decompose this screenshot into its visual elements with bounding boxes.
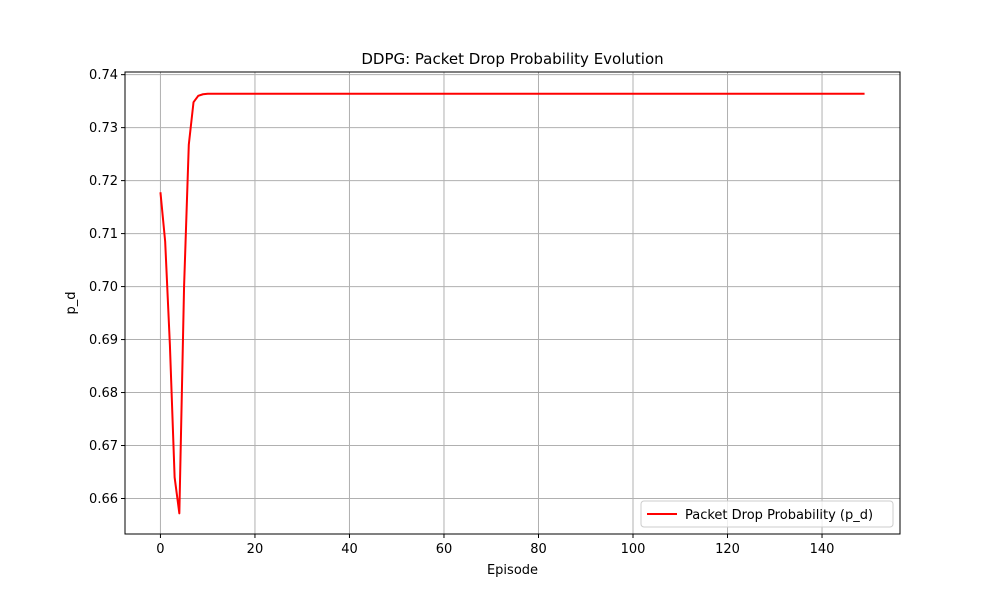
y-tick-label: 0.71 <box>89 227 118 242</box>
y-tick-label: 0.70 <box>89 280 118 295</box>
y-tick-label: 0.73 <box>89 121 118 136</box>
x-axis-label: Episode <box>487 563 538 578</box>
legend-label: Packet Drop Probability (p_d) <box>685 508 873 523</box>
x-tick-label: 120 <box>715 542 740 557</box>
x-tick-label: 40 <box>341 542 358 557</box>
legend-box <box>640 500 894 528</box>
y-axis: 0.66 0.67 0.68 0.69 0.70 0.71 0.72 0.73 0.74 <box>89 68 125 507</box>
y-tick-label: 0.67 <box>89 439 118 454</box>
x-tick-label: 100 <box>621 542 646 557</box>
x-tick-label: 20 <box>247 542 264 557</box>
series-line <box>159 92 865 515</box>
x-axis: 0 20 40 60 80 100 120 140 <box>156 534 834 557</box>
y-tick-label: 0.69 <box>89 333 118 348</box>
x-tick-label: 80 <box>530 542 547 557</box>
plot-frame <box>124 71 901 535</box>
y-tick-label: 0.66 <box>89 492 118 507</box>
y-tick-label: 0.72 <box>89 174 118 189</box>
y-axis-label: p_d <box>64 291 79 314</box>
series-layer <box>159 92 865 515</box>
x-tick-label: 60 <box>436 542 453 557</box>
grid <box>125 72 900 534</box>
legend: Packet Drop Probability (p_d) <box>640 500 894 528</box>
y-tick-label: 0.68 <box>89 386 118 401</box>
chart-title: DDPG: Packet Drop Probability Evolution <box>361 50 663 68</box>
y-tick-label: 0.74 <box>89 68 118 83</box>
x-tick-label: 140 <box>810 542 835 557</box>
x-tick-label: 0 <box>156 542 164 557</box>
